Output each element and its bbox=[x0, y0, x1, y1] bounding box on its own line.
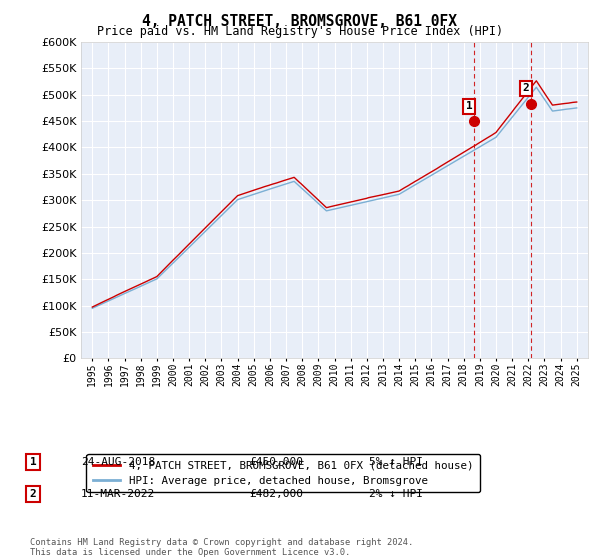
Text: 24-AUG-2018: 24-AUG-2018 bbox=[81, 457, 155, 467]
Text: 11-MAR-2022: 11-MAR-2022 bbox=[81, 489, 155, 499]
Text: 1: 1 bbox=[466, 101, 472, 111]
Text: 5% ↑ HPI: 5% ↑ HPI bbox=[369, 457, 423, 467]
Text: 1: 1 bbox=[29, 457, 37, 467]
Text: Price paid vs. HM Land Registry's House Price Index (HPI): Price paid vs. HM Land Registry's House … bbox=[97, 25, 503, 38]
Text: £450,000: £450,000 bbox=[249, 457, 303, 467]
Text: 2: 2 bbox=[523, 83, 529, 94]
Text: 4, PATCH STREET, BROMSGROVE, B61 0FX: 4, PATCH STREET, BROMSGROVE, B61 0FX bbox=[143, 14, 458, 29]
Text: 2% ↓ HPI: 2% ↓ HPI bbox=[369, 489, 423, 499]
Text: £482,000: £482,000 bbox=[249, 489, 303, 499]
Legend: 4, PATCH STREET, BROMSGROVE, B61 0FX (detached house), HPI: Average price, detac: 4, PATCH STREET, BROMSGROVE, B61 0FX (de… bbox=[86, 454, 479, 492]
Text: Contains HM Land Registry data © Crown copyright and database right 2024.
This d: Contains HM Land Registry data © Crown c… bbox=[30, 538, 413, 557]
Text: 2: 2 bbox=[29, 489, 37, 499]
